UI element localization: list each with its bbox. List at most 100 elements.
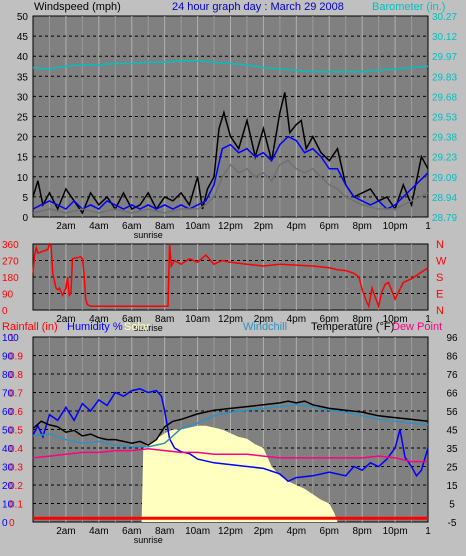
humidity-y-tick-label: 70	[2, 389, 14, 400]
barometer-tick-label: 29.09	[432, 173, 457, 184]
rain-y-tick-label: 0.6	[9, 407, 23, 418]
x-tick-label: 2am	[56, 526, 75, 537]
legend-rainfall: Rainfall (in)	[2, 321, 58, 333]
humidity-y-tick-label: 50	[2, 426, 14, 437]
legend-dew-point: Dew Point	[392, 321, 442, 333]
temperature-y-tick-label: 56	[446, 407, 458, 418]
humidity-y-tick-label: 0	[2, 518, 8, 529]
windspeed-axis-label: Windspeed (mph)	[34, 1, 121, 13]
wind-y-tick-label: 10	[17, 173, 29, 184]
humidity-y-tick-label: 60	[2, 407, 14, 418]
legend-windchill: Windchill	[243, 321, 287, 333]
compass-label: N	[436, 305, 444, 317]
sunrise-label: sunrise	[134, 535, 163, 545]
temperature-y-tick-label: 66	[446, 389, 458, 400]
series-humidity-line	[32, 388, 429, 483]
barometer-tick-label: 30.27	[432, 12, 457, 23]
x-tick-label: 2pm	[254, 314, 273, 325]
barometer-tick-label: 29.68	[432, 92, 457, 103]
x-tick-label: 2am	[56, 221, 75, 232]
barometer-tick-label: 29.23	[432, 153, 457, 164]
series-windchill-line	[32, 404, 429, 448]
temperature-y-tick-label: 86	[446, 352, 458, 363]
x-tick-label: 12pm	[218, 221, 243, 232]
chart-series	[32, 60, 429, 522]
wind-y-tick-label: 20	[17, 133, 29, 144]
direction-y-tick-label: 360	[2, 240, 19, 251]
x-tick-label: 2am	[56, 314, 75, 325]
legend-humidity: Humidity %	[67, 321, 123, 333]
rain-y-tick-label: 0.7	[9, 389, 23, 400]
temperature-y-tick-label: 15	[446, 481, 458, 492]
temperature-y-tick-label: 5	[449, 500, 455, 511]
barometer-tick-label: 29.83	[432, 72, 457, 83]
x-tick-label: 4pm	[287, 221, 306, 232]
series-wind-direction-line	[32, 242, 429, 309]
sunrise-label: sunrise	[134, 230, 163, 240]
x-tick-label: 10am	[185, 526, 210, 537]
rain-y-tick-label: 0.5	[9, 426, 23, 437]
wind-y-tick-label: 25	[17, 113, 29, 124]
temperature-y-tick-label: -5	[448, 518, 457, 529]
temperature-y-tick-label: 96	[446, 333, 458, 344]
wind-y-tick-label: 30	[17, 92, 29, 103]
barometer-tick-label: 28.79	[432, 213, 457, 224]
x-tick-label: 6pm	[320, 526, 339, 537]
wind-y-tick-label: 35	[17, 72, 29, 83]
x-tick-label: 8pm	[352, 526, 371, 537]
series-wind-speed-line	[32, 92, 429, 215]
rain-y-tick-label: 0.1	[9, 500, 23, 511]
x-tick-label: 12pm	[218, 314, 243, 325]
direction-y-tick-label: 90	[2, 290, 14, 301]
rain-y-tick-label: 0.2	[9, 481, 23, 492]
wind-y-tick-label: 5	[22, 193, 28, 204]
x-tick-label: 8pm	[352, 314, 371, 325]
direction-y-tick-label: 270	[2, 257, 19, 268]
wind-y-tick-label: 0	[22, 213, 28, 224]
compass-label: N	[436, 239, 444, 251]
humidity-y-tick-label: 10	[2, 500, 14, 511]
x-tick-label: 8pm	[352, 221, 371, 232]
rain-y-tick-label: 0.3	[9, 463, 23, 474]
rain-y-tick-label: 1	[9, 333, 15, 344]
legend-temperature: Temperature (°F)	[311, 321, 394, 333]
chart-axes: 0510152025303540455028.7928.9429.0929.23…	[2, 12, 458, 545]
direction-y-tick-label: 0	[2, 306, 8, 317]
x-tick-label: 4pm	[287, 314, 306, 325]
humidity-y-tick-label: 100	[2, 333, 19, 344]
x-end-label: 1	[425, 526, 431, 537]
temperature-y-tick-label: 76	[446, 370, 458, 381]
x-tick-label: 10pm	[383, 526, 408, 537]
x-tick-label: 6pm	[320, 314, 339, 325]
rain-y-tick-label: 0.4	[9, 444, 23, 455]
x-tick-label: 6am	[122, 526, 141, 537]
x-end-label: 1	[425, 221, 431, 232]
humidity-y-tick-label: 20	[2, 481, 14, 492]
x-tick-label: 6am	[122, 221, 141, 232]
x-tick-label: 2pm	[254, 526, 273, 537]
humidity-y-tick-label: 90	[2, 352, 14, 363]
wind-y-tick-label: 45	[17, 32, 29, 43]
series-temperature-f-line	[32, 400, 429, 446]
wind-y-tick-label: 50	[17, 12, 29, 23]
compass-label: E	[436, 289, 443, 301]
series-barometer-line	[32, 60, 429, 73]
temperature-y-tick-label: 35	[446, 444, 458, 455]
x-tick-label: 4pm	[287, 526, 306, 537]
series-gust-line	[32, 135, 429, 210]
x-tick-label: 4am	[89, 221, 108, 232]
sunrise-label: sunrise	[134, 323, 163, 333]
x-tick-label: 8am	[155, 221, 174, 232]
x-tick-label: 8am	[155, 314, 174, 325]
compass-label: W	[436, 256, 447, 268]
x-tick-label: 10pm	[383, 221, 408, 232]
temperature-y-tick-label: 25	[446, 463, 458, 474]
humidity-y-tick-label: 30	[2, 463, 14, 474]
barometer-tick-label: 29.97	[432, 52, 457, 63]
rain-y-tick-label: 0.8	[9, 370, 23, 381]
x-tick-label: 2pm	[254, 221, 273, 232]
rain-y-tick-label: 0.9	[9, 352, 23, 363]
series-average-line	[32, 159, 429, 214]
